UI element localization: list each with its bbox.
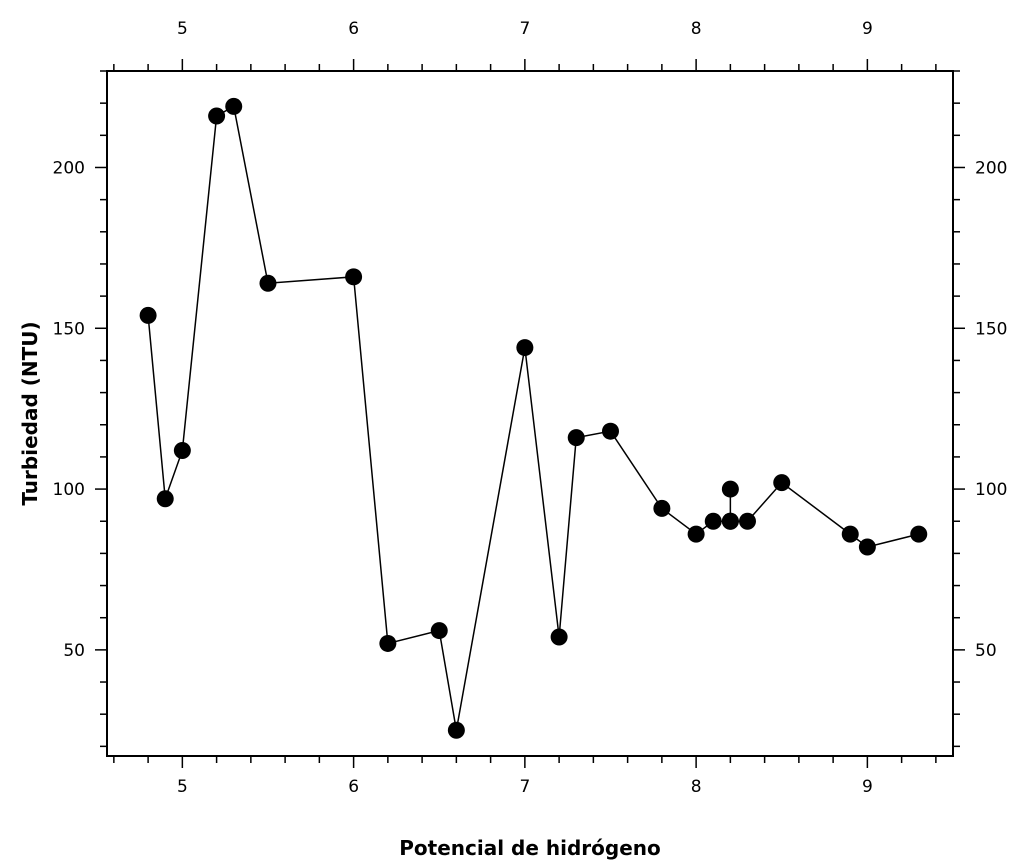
data-point bbox=[704, 512, 722, 530]
data-point bbox=[173, 441, 191, 459]
data-point bbox=[567, 429, 585, 447]
data-point bbox=[225, 97, 243, 115]
x-tick-label: 5 bbox=[177, 777, 188, 797]
y-tick-label-right: 200 bbox=[975, 158, 1007, 178]
x-tick-label-top: 5 bbox=[177, 19, 188, 39]
data-point bbox=[345, 268, 363, 286]
data-point bbox=[379, 634, 397, 652]
axis-ticks: 5 5 6 6 7 7 8 8 9 9 50 50 100 100 150 150 200 200 bbox=[53, 19, 1008, 797]
data-point bbox=[208, 107, 226, 125]
data-point bbox=[156, 490, 174, 508]
data-point bbox=[516, 339, 534, 357]
data-point bbox=[430, 622, 448, 640]
data-point bbox=[687, 525, 705, 543]
y-tick-label: 150 bbox=[53, 319, 85, 339]
data-point bbox=[721, 480, 739, 498]
data-point bbox=[721, 512, 739, 530]
data-point bbox=[910, 525, 928, 543]
x-tick-label-top: 6 bbox=[348, 19, 359, 39]
data-point bbox=[738, 512, 756, 530]
x-tick-label: 6 bbox=[348, 777, 359, 797]
series-line bbox=[147, 105, 919, 731]
x-tick-label: 7 bbox=[519, 777, 530, 797]
data-point bbox=[858, 538, 876, 556]
x-tick-label: 8 bbox=[691, 777, 702, 797]
data-point bbox=[601, 422, 619, 440]
data-series bbox=[139, 97, 928, 739]
x-tick-label-top: 8 bbox=[691, 19, 702, 39]
data-point bbox=[447, 721, 465, 739]
y-tick-label-right: 150 bbox=[975, 319, 1007, 339]
y-tick-label-right: 100 bbox=[975, 480, 1007, 500]
data-point bbox=[139, 306, 157, 324]
y-tick-label: 200 bbox=[53, 158, 85, 178]
y-tick-label: 50 bbox=[63, 641, 85, 661]
x-axis-title: Potencial de hidrógeno bbox=[399, 836, 661, 860]
x-tick-label: 9 bbox=[862, 777, 873, 797]
x-tick-label-top: 9 bbox=[862, 19, 873, 39]
y-tick-label: 100 bbox=[53, 480, 85, 500]
data-point bbox=[773, 474, 791, 492]
data-point bbox=[259, 274, 277, 292]
plot-frame bbox=[106, 70, 954, 757]
x-tick-label-top: 7 bbox=[519, 19, 530, 39]
data-point bbox=[841, 525, 859, 543]
data-point bbox=[550, 628, 568, 646]
data-point bbox=[653, 499, 671, 517]
y-tick-label-right: 50 bbox=[975, 641, 997, 661]
y-axis-title: Turbiedad (NTU) bbox=[18, 321, 42, 505]
